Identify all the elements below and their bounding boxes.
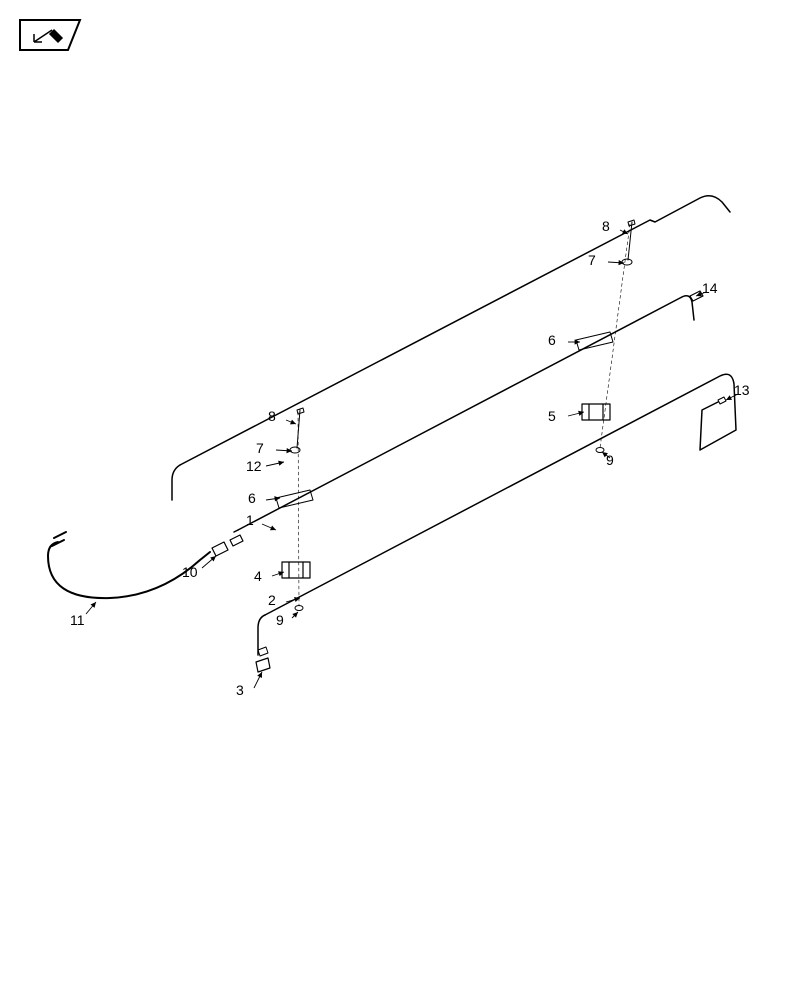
clamp-4 [282, 562, 310, 578]
hose-11-ferrule [52, 532, 66, 546]
fitting-3b [258, 647, 268, 656]
callout-label-7: 7 [256, 440, 264, 456]
bolt-8b [628, 220, 635, 260]
callout-label-5: 5 [548, 408, 556, 424]
plate-6b [576, 332, 613, 350]
callout-label-13: 13 [734, 382, 750, 398]
callout-label-6: 6 [548, 332, 556, 348]
callout-arrow-12 [278, 461, 284, 466]
tube-top [180, 196, 730, 465]
callout-label-12: 12 [246, 458, 262, 474]
callout-label-11: 11 [70, 612, 85, 628]
tube-mid [238, 296, 694, 530]
callout-label-7: 7 [588, 252, 596, 268]
washer-7a [290, 447, 300, 453]
fitting-10a [212, 542, 228, 556]
fitting-3a [256, 658, 270, 672]
callout-label-2: 2 [268, 592, 276, 608]
tube-mid-end [234, 530, 238, 532]
callout-label-9: 9 [606, 452, 614, 468]
callout-label-10: 10 [182, 564, 198, 580]
fitting-10b [230, 535, 243, 546]
washer-7b [622, 259, 632, 265]
callout-label-1: 1 [246, 512, 254, 528]
clamp-5 [582, 404, 610, 420]
callout-label-8: 8 [602, 218, 610, 234]
nut-13 [718, 397, 726, 404]
callout-label-3: 3 [236, 682, 244, 698]
assembly-axis-a [298, 412, 299, 606]
diagram-svg [0, 0, 812, 1000]
assembly-axis-b [600, 224, 630, 448]
callout-arrow-5 [578, 411, 584, 416]
tube-top-bend [172, 465, 180, 500]
callout-label-9: 9 [276, 612, 284, 628]
callout-label-8: 8 [268, 408, 276, 424]
callout-label-6: 6 [248, 490, 256, 506]
callout-label-4: 4 [254, 568, 262, 584]
nut-9b [596, 448, 604, 453]
callout-arrow-4 [278, 571, 284, 576]
diagram-canvas: 12345667788991011121314 [0, 0, 812, 1000]
tube-low [265, 374, 736, 615]
callout-label-14: 14 [702, 280, 718, 296]
